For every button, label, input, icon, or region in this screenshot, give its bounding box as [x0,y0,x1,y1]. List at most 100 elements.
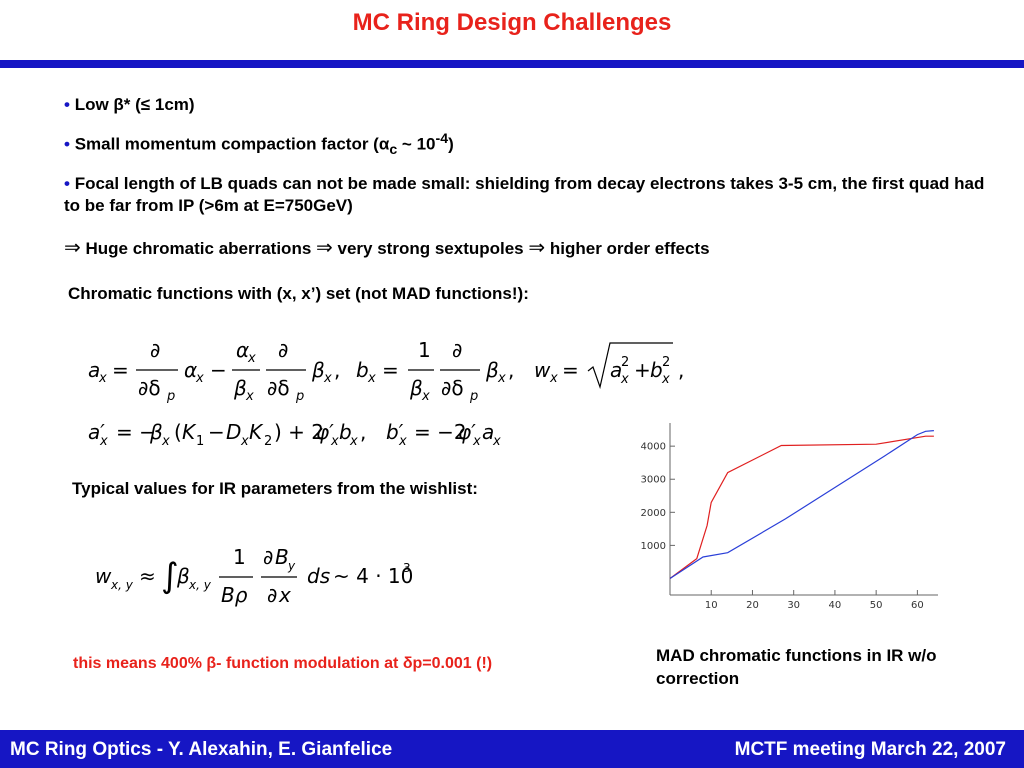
svg-text:2: 2 [264,434,272,449]
svg-text:a: a [88,358,100,382]
chart-series [669,430,934,580]
svg-text:β: β [311,358,325,382]
svg-text:w: w [534,358,551,382]
svg-text:x: x [323,371,332,386]
svg-text:b: b [650,358,663,382]
svg-text:) + 2: ) + 2 [274,420,324,444]
svg-text:x: x [247,351,256,366]
svg-text:x: x [398,434,407,449]
svg-text:−: − [210,358,227,382]
bullet-momentum-compaction: • Small momentum compaction factor (αc ~… [64,128,994,161]
svg-text:b′: b′ [386,420,404,444]
svg-text:b: b [339,420,352,444]
series-line-0 [669,435,934,579]
svg-text:x: x [161,434,170,449]
delta-symbol: δ [402,655,413,672]
svg-text:α: α [184,358,197,382]
implies-arrow-icon: ⇒ [528,237,546,259]
svg-text:,: , [508,358,514,382]
svg-text:p: p [166,389,175,404]
svg-text:p: p [295,389,304,404]
svg-text:∂: ∂ [263,545,273,569]
svg-text:≈: ≈ [139,564,156,588]
svg-text:x: x [98,371,107,386]
svg-text:,: , [334,358,340,382]
footer-authors: MC Ring Optics - Y. Alexahin, E. Gianfel… [10,739,393,760]
chart-caption: MAD chromatic functions in IR w/o correc… [656,646,937,688]
svg-text:x: x [240,434,249,449]
star-symbol: * [123,95,131,114]
y-tick-label: 3000 [641,475,666,486]
svg-text:=: = [112,358,129,382]
svg-text:D: D [226,420,241,444]
svg-text:K: K [182,420,197,444]
svg-text:∂δ: ∂δ [138,376,161,400]
svg-text:x: x [195,371,204,386]
footer-bar: MC Ring Optics - Y. Alexahin, E. Gianfel… [0,730,1024,768]
bullet-dot: • [64,174,70,194]
svg-text:φ′: φ′ [458,420,476,444]
chart-ticks: 10 20 30 40 50 60 1000 2000 3000 4000 [641,442,924,611]
svg-text:K: K [249,420,264,444]
svg-text:x, y: x, y [110,578,134,592]
note-text: p=0.001 (!) [412,655,493,672]
series-line-1 [669,430,934,580]
implies-arrow-icon: ⇒ [64,237,81,259]
x-tick-label: 10 [705,600,718,611]
x-tick-label: 60 [911,600,924,611]
svg-text:x: x [661,372,670,387]
svg-text:2: 2 [621,355,629,370]
bullet-focal-length: • Focal length of LB quads can not be ma… [64,173,994,217]
svg-text:x: x [421,389,430,404]
bullet-dot: • [64,95,70,114]
svg-text:x: x [497,371,506,386]
svg-text:x: x [278,583,291,607]
power-base: 10 [416,134,436,154]
svg-text:1: 1 [196,434,204,449]
bullet-text: (≤ 1cm) [130,95,195,114]
y-tick-label: 1000 [641,541,666,552]
svg-text:x: x [549,371,558,386]
x-tick-label: 40 [829,600,842,611]
svg-text:∂: ∂ [267,583,277,607]
svg-text:Bρ: Bρ [221,583,248,607]
svg-text:−: − [208,420,225,444]
svg-text:β: β [176,564,190,588]
svg-text:B: B [275,545,289,569]
svg-text:p: p [469,389,478,404]
svg-text:x: x [245,389,254,404]
svg-text:= −2: = −2 [414,420,467,444]
alpha-symbol: α [378,134,390,154]
svg-text:1: 1 [418,338,431,362]
svg-text:= −: = − [116,420,156,444]
bullet-text: ) [448,134,454,154]
svg-text:∂: ∂ [452,338,462,362]
beta-symbol: β [113,95,124,114]
implication-text: very strong sextupoles [337,239,524,258]
ir-parameters-heading: Typical values for IR parameters from th… [72,479,478,498]
subscript-c: c [389,142,398,159]
svg-text:w: w [95,564,112,588]
footer-meeting: MCTF meeting March 22, 2007 [734,739,1006,760]
svg-text:,: , [678,358,684,382]
bullet-dot: • [64,134,70,154]
svg-text:x: x [367,371,376,386]
power-exponent: -4 [435,131,449,147]
bullet-text: Small momentum compaction factor ( [74,134,379,154]
x-tick-label: 30 [787,600,800,611]
implies-arrow-icon: ⇒ [316,237,333,259]
svg-text:x, y: x, y [188,578,212,592]
svg-text:,: , [360,420,366,444]
svg-text:=: = [562,358,579,382]
svg-text:a: a [482,420,494,444]
svg-text:∂: ∂ [150,338,160,362]
implication-text: Huge chromatic aberrations [85,239,312,258]
x-tick-label: 20 [746,600,759,611]
svg-text:3: 3 [403,561,411,575]
svg-text:~ 4 · 10: ~ 4 · 10 [333,564,413,588]
y-tick-label: 4000 [641,442,666,453]
bullet-low-beta: • Low β* (≤ 1cm) [64,94,994,116]
svg-text:∂δ: ∂δ [267,376,290,400]
